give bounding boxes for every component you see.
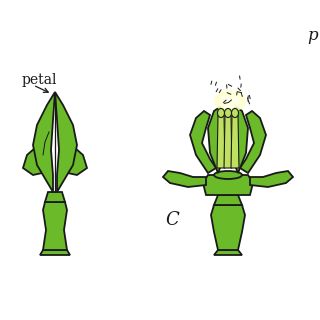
Polygon shape [231, 115, 239, 168]
Polygon shape [214, 250, 242, 255]
Polygon shape [43, 202, 67, 250]
Polygon shape [45, 192, 65, 202]
Polygon shape [33, 92, 55, 192]
Polygon shape [163, 171, 206, 187]
Ellipse shape [220, 94, 240, 108]
Polygon shape [63, 148, 87, 175]
Polygon shape [250, 171, 293, 187]
Polygon shape [208, 107, 224, 173]
Polygon shape [190, 111, 216, 173]
Polygon shape [214, 195, 242, 205]
Polygon shape [211, 205, 245, 250]
Polygon shape [55, 92, 77, 192]
Ellipse shape [214, 171, 242, 179]
Text: p: p [308, 27, 318, 44]
Polygon shape [224, 115, 232, 168]
Ellipse shape [225, 108, 231, 117]
Ellipse shape [218, 108, 225, 117]
Polygon shape [203, 175, 253, 195]
Polygon shape [23, 148, 47, 175]
Polygon shape [217, 115, 225, 168]
Ellipse shape [231, 108, 238, 117]
Ellipse shape [214, 90, 246, 112]
Polygon shape [232, 107, 248, 173]
Polygon shape [240, 111, 266, 173]
Text: petal: petal [22, 73, 58, 87]
Text: C: C [165, 211, 179, 229]
Polygon shape [40, 250, 70, 255]
